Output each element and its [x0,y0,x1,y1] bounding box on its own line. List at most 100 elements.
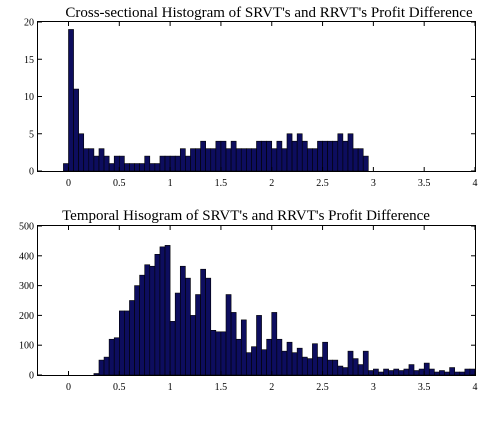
histogram-bar [291,352,298,376]
histogram-bar [439,370,445,376]
histogram-bars [63,29,369,172]
x-tick-label: 3.5 [418,382,431,393]
histogram-bar [276,338,283,376]
histogram-bar [93,155,100,172]
x-tick-label: 1.5 [215,382,228,393]
histogram-bar [378,371,384,376]
histogram-bar [317,356,323,376]
histogram-bar [139,274,146,376]
histogram-bar [322,140,328,172]
histogram-bar [169,155,176,172]
histogram-bar [301,356,308,376]
x-tick-label: 4 [473,382,478,393]
histogram-bar [296,347,303,376]
histogram-bar [205,277,212,376]
histogram-bar [240,319,247,376]
histogram-bar [144,264,151,376]
histogram-bar [307,358,313,376]
histogram-bar [73,88,79,172]
histogram-bar [190,315,196,376]
y-tick-label: 500 [19,222,34,233]
histogram-bar [291,140,298,172]
x-axis-ticks: 0 0.5 1 1.5 2 2.5 3 3.5 4 [66,22,478,189]
histogram-bar [332,359,339,376]
histogram-bar [195,294,201,376]
histogram-bar [169,321,176,376]
y-tick-label: 10 [24,92,34,103]
histogram-bar [119,310,125,376]
histogram-bar [261,349,267,376]
histogram-bar [444,371,450,376]
histogram-bar [124,163,130,172]
x-tick-label: 1.5 [215,178,228,189]
histogram-bar [144,155,151,172]
histogram-bar [337,133,344,172]
histogram-bar [159,246,166,376]
histogram-bar [459,371,466,376]
histogram-bar [83,148,90,172]
histogram-bar [78,133,85,172]
histogram-bar [200,140,206,172]
histogram-bar [286,133,293,172]
histogram-bar [352,148,359,172]
histogram-bars [93,245,476,376]
histogram-bar [312,343,318,376]
histogram-bar [261,140,267,172]
histogram-bar [408,364,415,376]
x-tick-label: 2 [269,382,274,393]
histogram-bar [271,312,278,376]
y-tick-label: 300 [19,281,34,292]
x-tick-label: 3 [371,178,376,189]
histogram-bar [469,368,476,376]
histogram-bar [154,163,161,172]
histogram-bar [464,368,471,376]
histogram-bar [271,148,278,172]
x-axis-ticks: 0 0.5 1 1.5 2 2.5 3 3.5 4 [66,226,478,393]
histogram-bar [235,148,242,172]
histogram-bar [119,155,125,172]
plot-frame [37,225,476,376]
y-tick-label: 0 [29,167,34,178]
histogram-bar [129,163,135,172]
histogram-bar [113,155,120,172]
histogram-bar [266,140,273,172]
histogram-bar [428,368,435,376]
temporal-histogram: Temporal Hisogram of SRVT's and RRVT's P… [19,208,478,393]
histogram-bar [113,337,120,376]
cross-sectional-histogram: Cross-sectional Histogram of SRVT's and … [24,5,478,189]
y-tick-label: 200 [19,311,34,322]
histogram-bar [286,341,293,376]
histogram-bar [332,140,339,172]
x-tick-label: 3 [371,382,376,393]
x-tick-label: 0 [66,178,71,189]
x-tick-label: 0.5 [113,382,126,393]
histogram-bar [434,371,440,376]
chart-title: Cross-sectional Histogram of SRVT's and … [65,5,473,21]
histogram-bar [134,285,140,376]
histogram-bar [195,148,201,172]
histogram-bar [185,155,191,172]
histogram-bar [347,133,354,172]
histogram-bar [373,368,379,376]
histogram-bar [174,155,181,172]
x-tick-label: 0 [66,382,71,393]
histogram-bar [301,140,308,172]
histogram-bar [185,277,191,376]
y-tick-label: 100 [19,341,34,352]
histogram-bar [256,315,262,376]
histogram-bar [246,352,252,376]
y-tick-label: 15 [24,55,34,66]
histogram-bar [398,370,405,376]
x-tick-label: 2 [269,178,274,189]
histogram-bar [362,155,369,172]
histogram-bar [200,268,206,376]
histogram-bar [220,140,227,172]
chart-title: Temporal Hisogram of SRVT's and RRVT's P… [62,208,430,224]
histogram-bar [174,292,181,376]
histogram-bar [179,148,186,172]
histogram-bar [337,365,344,376]
histogram-bar [357,148,364,172]
y-tick-label: 0 [29,371,34,382]
histogram-bar [164,155,171,172]
histogram-bar [134,163,140,172]
